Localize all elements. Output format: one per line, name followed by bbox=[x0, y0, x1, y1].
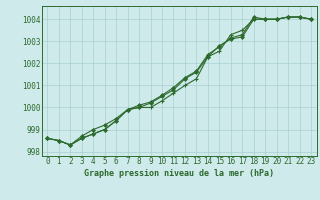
X-axis label: Graphe pression niveau de la mer (hPa): Graphe pression niveau de la mer (hPa) bbox=[84, 169, 274, 178]
